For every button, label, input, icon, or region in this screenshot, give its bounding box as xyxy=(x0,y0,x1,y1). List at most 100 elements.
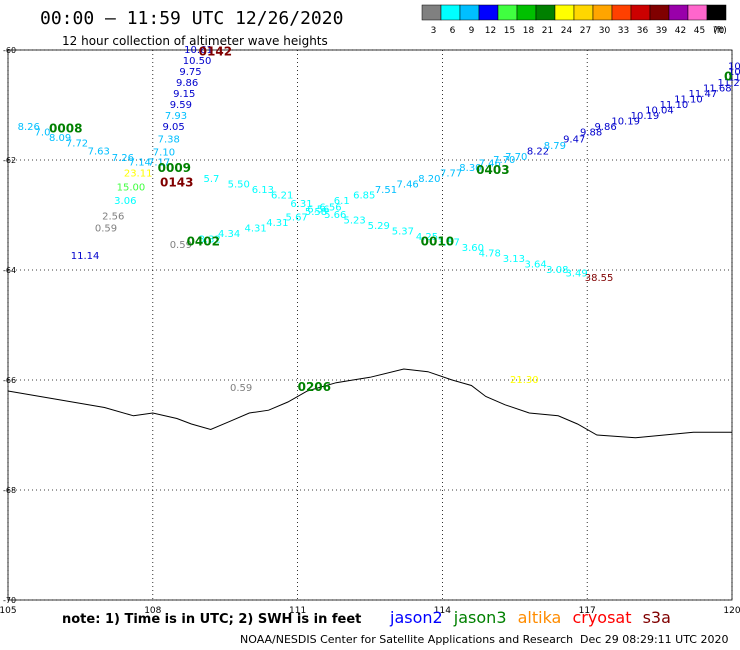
wave-height-value: 0.59 xyxy=(230,383,252,394)
colorbar-label: 36 xyxy=(637,26,649,36)
colorbar-label: 45 xyxy=(694,26,705,36)
pass-time-label: 0143 xyxy=(160,175,193,189)
wave-height-value: 7.77 xyxy=(440,169,462,180)
wave-height-value: 11.10 xyxy=(660,100,689,111)
lat-tick-label: -64 xyxy=(3,266,16,275)
wave-height-value: 5.67 xyxy=(286,213,308,224)
page-title: 00:00 – 11:59 UTC 12/26/2020 xyxy=(40,8,344,29)
footer-note: note: 1) Time is in UTC; 2) SWH is in fe… xyxy=(62,612,362,627)
wave-height-value: 3.08 xyxy=(546,265,568,276)
wave-height-value: 5.58 xyxy=(305,207,327,218)
wave-height-value: 9.86 xyxy=(176,78,198,89)
wave-height-value: 7.72 xyxy=(66,138,88,149)
colorbar-label: 18 xyxy=(523,26,535,36)
wave-height-value: 21.30 xyxy=(510,375,539,386)
wave-height-value: 3.49 xyxy=(565,269,587,280)
colorbar-label: 3 xyxy=(431,26,437,36)
wave-height-value: 0.59 xyxy=(95,224,117,235)
legend-s3a: s3a xyxy=(642,608,671,627)
wave-height-value: 6.1 xyxy=(334,196,350,207)
coastline xyxy=(7,368,732,439)
map-frame xyxy=(7,49,733,601)
wave-height-value: 5.29 xyxy=(368,221,390,232)
satellite-legend: jason2 jason3 altika cryosat s3a xyxy=(390,608,677,627)
lon-tick-label: 105 xyxy=(0,606,17,616)
wave-height-value: 11.14 xyxy=(71,251,100,262)
pass-time-label: 0142 xyxy=(199,45,232,59)
wave-height-value: 8.09 xyxy=(49,133,71,144)
wave-height-value: 11.10 xyxy=(674,94,703,105)
wave-height-value: 7.26 xyxy=(112,153,134,164)
pass-time-label: 0010 xyxy=(421,234,454,248)
pass-time-label: 0403 xyxy=(476,163,509,177)
wave-height-value: 7.38 xyxy=(158,134,180,145)
colorbar-label: 30 xyxy=(599,26,611,36)
legend-altika: altika xyxy=(517,608,562,627)
wave-height-value: 10.19 xyxy=(631,111,660,122)
colorbar-label: 21 xyxy=(542,26,553,36)
colorbar-label: 9 xyxy=(469,26,475,36)
wave-height-value: 10.38 xyxy=(728,67,740,78)
wave-height-value: 7.0 xyxy=(35,127,51,138)
pass-time-label: 0009 xyxy=(158,161,191,175)
wave-height-value: 11.47 xyxy=(689,89,718,100)
lon-tick-label: 108 xyxy=(144,606,161,616)
wave-height-value: 0.59 xyxy=(170,240,192,251)
wave-height-value: 7.63 xyxy=(88,147,110,158)
colorbar-label: 27 xyxy=(580,26,591,36)
wave-height-value: 9.75 xyxy=(179,67,201,78)
wave-height-value: 8.30 xyxy=(459,163,481,174)
lat-tick-label: -66 xyxy=(3,376,16,385)
wave-height-value: 5.7 xyxy=(203,174,219,185)
pass-time-label: 0 xyxy=(724,69,732,83)
wave-height-value: 7.70 xyxy=(505,152,527,163)
lat-tick-label: -60 xyxy=(3,46,16,55)
wave-height-value: 6.56 xyxy=(307,204,329,215)
wave-height-value: 9.59 xyxy=(170,100,192,111)
colorbar-unit: (ft) xyxy=(713,26,727,36)
legend-jason2: jason2 xyxy=(390,608,443,627)
page-subtitle: 12 hour collection of altimeter wave hei… xyxy=(62,34,328,48)
wave-height-value: 4.31 xyxy=(245,224,267,235)
wave-height-value: 23.11 xyxy=(124,169,153,180)
wave-height-value: 7.17 xyxy=(148,158,170,169)
wave-height-value: 8.20 xyxy=(418,174,440,185)
wave-height-value: 7.46 xyxy=(479,159,501,170)
wave-height-value: 9.05 xyxy=(162,122,184,133)
wave-height-value: 5.50 xyxy=(228,180,250,191)
legend-cryosat: cryosat xyxy=(572,608,632,627)
lat-tick-label: -62 xyxy=(3,156,16,165)
lon-tick-label: 114 xyxy=(434,606,451,616)
wave-height-value: 11.68 xyxy=(703,83,732,94)
wave-height-value: 11.17 xyxy=(728,72,740,83)
pass-time-label: 0402 xyxy=(187,234,220,248)
wave-height-value: 10.18 xyxy=(728,61,740,72)
wave-height-value: 9.88 xyxy=(580,127,602,138)
wave-height-value: 3.06 xyxy=(114,196,136,207)
colorbar-label: 15 xyxy=(504,26,515,36)
wave-height-value: 7.14 xyxy=(129,158,151,169)
wave-height-value: 5.23 xyxy=(343,215,365,226)
wave-height-value: 15.00 xyxy=(117,182,146,193)
wave-height-value: 3.32 xyxy=(199,235,221,246)
wave-height-value: 8.26 xyxy=(18,122,40,133)
pass-time-label: 0008 xyxy=(49,122,82,136)
wave-height-value: 7.93 xyxy=(165,111,187,122)
colorbar-swatch-70 xyxy=(706,4,727,21)
credit-text: NOAA/NESDIS Center for Satellite Applica… xyxy=(240,633,574,646)
wave-height-value: 9.15 xyxy=(173,89,195,100)
wave-height-value: 3.13 xyxy=(503,254,525,265)
legend-jason3: jason3 xyxy=(453,608,507,627)
colorbar-label: 33 xyxy=(618,26,629,36)
wave-height-value: 10.19 xyxy=(611,116,640,127)
credit-date: Dec 29 08:29:11 UTC 2020 xyxy=(580,633,729,646)
wave-height-value: 4.34 xyxy=(218,229,240,240)
wave-height-value: 8.79 xyxy=(544,141,566,152)
wave-height-value: 3.57 xyxy=(438,237,460,248)
lat-tick-label: -70 xyxy=(3,596,16,605)
wave-height-value: 7.10 xyxy=(153,148,175,159)
wave-height-value: 9.86 xyxy=(594,122,616,133)
wave-height-value: 9.47 xyxy=(563,134,585,145)
wave-height-value: 10.61 xyxy=(184,45,213,56)
